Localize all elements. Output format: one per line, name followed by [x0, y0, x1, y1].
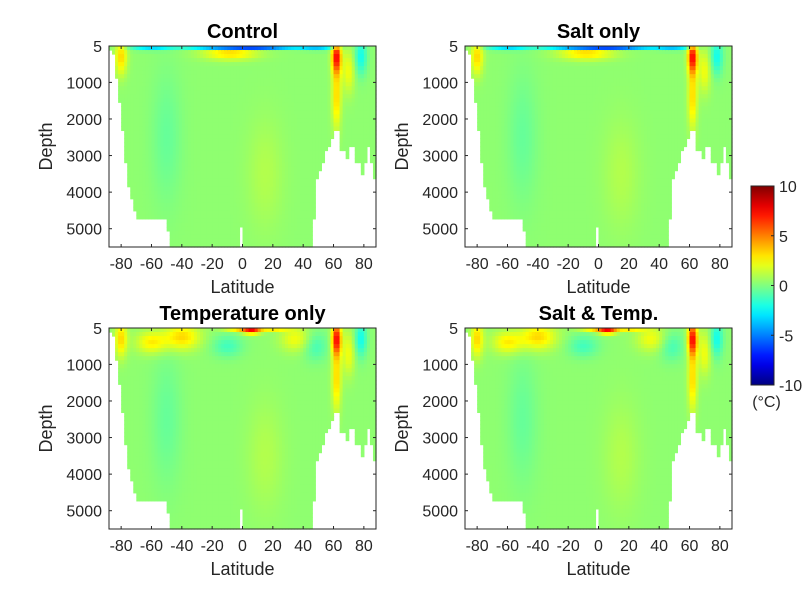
- heatmap-cell: [315, 171, 319, 176]
- heatmap-cell: [312, 183, 316, 188]
- x-tick-label: 0: [238, 256, 247, 273]
- heatmap-cell: [236, 239, 240, 244]
- heatmap-cell: [309, 239, 313, 244]
- heatmap-cell: [312, 191, 316, 196]
- heatmap-cell: [315, 175, 319, 180]
- x-tick-label: -60: [140, 256, 163, 273]
- heatmap-cell: [312, 211, 316, 216]
- heatmap-cell: [361, 163, 365, 168]
- heatmap-cell: [364, 151, 368, 156]
- heatmap-cell: [361, 171, 365, 176]
- heatmap-cell: [327, 142, 331, 147]
- heatmap-cell: [312, 195, 316, 200]
- heatmap-cell: [321, 155, 325, 160]
- x-tick-label: 20: [264, 256, 282, 273]
- heatmap-cell: [309, 227, 313, 232]
- heatmap-cell: [321, 151, 325, 156]
- heatmap-cell: [361, 167, 365, 172]
- heatmap-cell: [364, 155, 368, 160]
- heatmap-cell: [318, 163, 322, 168]
- heatmap-cell: [236, 235, 240, 240]
- heatmap-cells: [109, 46, 377, 248]
- heatmap-cell: [318, 167, 322, 172]
- heatmap-cells: [465, 46, 733, 248]
- y-tick-label: 5: [93, 39, 102, 56]
- heatmap-cell: [309, 223, 313, 228]
- y-tick-label: 1000: [66, 75, 102, 92]
- y-tick-label: 4000: [66, 185, 102, 202]
- heatmap-cell: [364, 147, 368, 152]
- heatmap-cell: [324, 147, 328, 152]
- heatmap-cell: [309, 235, 313, 240]
- x-tick-label: 60: [325, 256, 343, 273]
- heatmap-cell: [312, 199, 316, 204]
- heatmap-cell: [236, 231, 240, 236]
- heatmap-cell: [312, 207, 316, 212]
- heatmap-cell: [321, 159, 325, 164]
- heatmap-cell: [312, 203, 316, 208]
- heatmap-cell: [236, 227, 240, 232]
- y-tick-label: 5000: [66, 222, 102, 239]
- heatmap-cell: [330, 134, 334, 139]
- x-axis-label: Latitude: [210, 277, 274, 297]
- heatmap-cell: [346, 155, 350, 160]
- x-tick-label: -40: [170, 256, 193, 273]
- heatmap-cell: [309, 231, 313, 236]
- y-tick-label: 3000: [66, 149, 102, 166]
- x-tick-label: 80: [355, 256, 373, 273]
- panel-title: Control: [207, 21, 278, 43]
- heatmap-cell: [312, 187, 316, 192]
- heatmap-cell: [312, 215, 316, 220]
- x-tick-label: -80: [110, 256, 133, 273]
- heatmap-cell: [312, 179, 316, 184]
- heatmap-cell: [327, 138, 331, 143]
- heatmap-cell: [364, 159, 368, 164]
- heatmap-cell: [346, 151, 350, 156]
- x-tick-label: 40: [294, 256, 312, 273]
- x-tick-label: -20: [201, 256, 224, 273]
- heatmap-cell: [346, 147, 350, 152]
- heatmap-cell: [330, 130, 334, 135]
- y-tick-label: 2000: [66, 112, 102, 129]
- heatmap-cell: [309, 219, 313, 224]
- panel-control: -80 -60 -40 -20 0 20 40 60 80 5 1000 2000 3000 4000 50…: [36, 21, 377, 297]
- y-axis-label: Depth: [36, 122, 56, 170]
- panel-salt: -80 -60 -40 -20 0 20 40 60 805100020003000400050…: [392, 21, 733, 297]
